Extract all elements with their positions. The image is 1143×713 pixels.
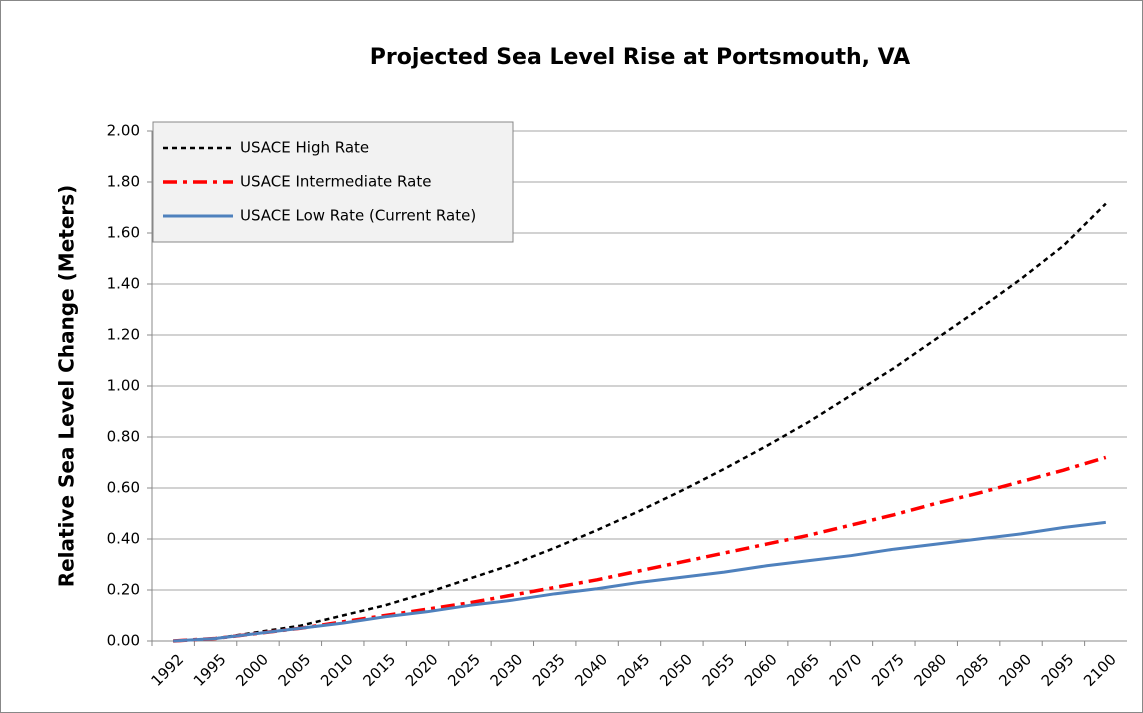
chart-title: Projected Sea Level Rise at Portsmouth, … [370, 45, 910, 70]
y-tick-label: 1.60 [107, 224, 140, 242]
y-tick-label: 1.00 [107, 377, 140, 395]
legend-label: USACE Low Rate (Current Rate) [240, 207, 476, 225]
y-tick-label: 0.60 [107, 479, 140, 497]
y-tick-label: 1.20 [107, 326, 140, 344]
y-tick-label: 0.40 [107, 530, 140, 548]
legend-label: USACE Intermediate Rate [240, 173, 431, 191]
y-axis-label: Relative Sea Level Change (Meters) [55, 185, 79, 588]
y-tick-label: 0.20 [107, 581, 140, 599]
legend-label: USACE High Rate [240, 139, 369, 157]
series-line [173, 202, 1107, 643]
y-tick-label: 1.40 [107, 275, 140, 293]
y-tick-label: 0.80 [107, 428, 140, 446]
series-line [173, 520, 1106, 643]
y-tick-label: 0.00 [107, 632, 140, 650]
y-tick-label: 2.00 [107, 122, 140, 140]
y-tick-label: 1.80 [107, 173, 140, 191]
